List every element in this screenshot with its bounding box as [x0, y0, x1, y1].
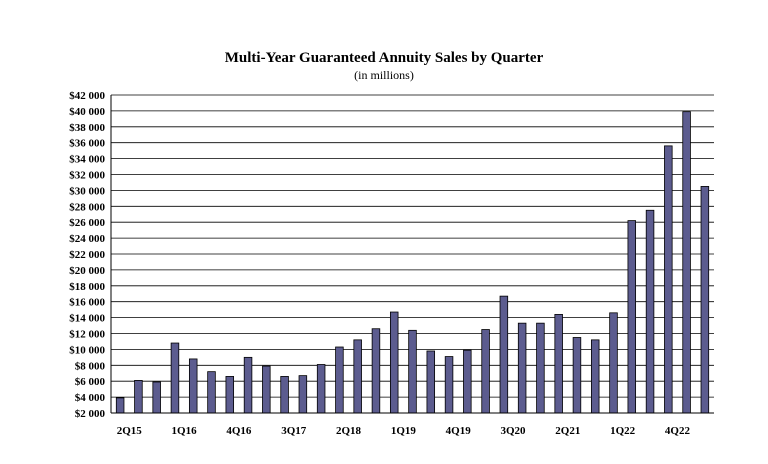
- y-tick-label: $24 000: [69, 233, 105, 245]
- bar-3Q17: [280, 376, 289, 414]
- y-tick-label: $14 000: [69, 313, 105, 325]
- bar-3Q15: [134, 380, 143, 414]
- x-tick-label: 4Q19: [446, 425, 472, 437]
- y-tick-label: $42 000: [69, 90, 105, 102]
- x-tick-label: 2Q18: [336, 425, 362, 437]
- bar-2Q19: [408, 329, 417, 414]
- x-tick-label: 2Q21: [555, 425, 580, 437]
- x-tick-label: 1Q16: [172, 425, 198, 437]
- bar-3Q21: [572, 337, 582, 414]
- bar-2Q20: [481, 329, 490, 414]
- bar-3Q20: [499, 295, 509, 414]
- bars: [115, 111, 710, 414]
- y-tick-label: $40 000: [69, 106, 105, 118]
- bar-3Q16: [207, 371, 216, 414]
- bar-4Q22: [664, 145, 673, 414]
- x-tick-label: 1Q19: [391, 425, 417, 437]
- x-tick-label: 4Q22: [665, 425, 691, 437]
- x-tick-label: 1Q22: [610, 425, 636, 437]
- bar-1Q19: [389, 311, 399, 414]
- y-tick-label: $18 000: [69, 281, 105, 293]
- bar-3Q22: [645, 209, 655, 414]
- bar-1Q17: [243, 356, 253, 414]
- bar-2Q16: [188, 358, 198, 414]
- y-tick-label: $10 000: [69, 344, 105, 356]
- y-tick-label: $16 000: [69, 297, 105, 309]
- bar-2Q18: [335, 346, 344, 414]
- y-tick-label: $22 000: [69, 249, 105, 261]
- bar-4Q15: [152, 381, 161, 414]
- x-tick-label: 3Q20: [500, 425, 526, 437]
- y-tick-label: $20 000: [69, 265, 105, 277]
- bar-3Q18: [353, 339, 362, 414]
- x-tick-label: 3Q17: [281, 425, 307, 437]
- bar-4Q18: [371, 328, 381, 414]
- y-tick-label: $2 000: [75, 408, 106, 420]
- bar-4Q19: [444, 356, 454, 414]
- y-tick-label: $30 000: [69, 185, 105, 197]
- bar-4Q21: [590, 339, 600, 414]
- y-tick-label: $28 000: [69, 201, 105, 213]
- bar-1Q18: [316, 364, 326, 414]
- y-tick-label: $4 000: [75, 392, 106, 404]
- bar-1Q21: [536, 322, 545, 414]
- bar-1Q23: [682, 111, 691, 414]
- y-tick-label: $38 000: [69, 122, 105, 134]
- bar-1Q22: [609, 312, 618, 414]
- chart-subtitle: (in millions): [354, 68, 414, 82]
- y-tick-label: $34 000: [69, 154, 105, 166]
- bar-3Q19: [426, 350, 436, 414]
- bar-1Q20: [463, 349, 472, 414]
- y-tick-label: $6 000: [75, 376, 106, 388]
- bar-4Q20: [517, 322, 527, 414]
- bar-2Q17: [262, 365, 271, 414]
- y-tick-label: $36 000: [69, 138, 105, 150]
- y-tick-label: $8 000: [75, 360, 106, 372]
- bar-2Q15: [115, 397, 125, 414]
- bar-4Q17: [298, 375, 308, 414]
- x-axis: 2Q15 1Q16 4Q16 3Q17 2Q18 1Q19 4Q19 3Q20 2Q21 1Q22…: [111, 412, 714, 437]
- y-axis: $2 000 $4 000 $6 000 $8 000 $10 000 $12 000 $1…: [69, 90, 112, 420]
- bar-2Q21: [554, 314, 563, 414]
- x-tick-label: 4Q16: [226, 425, 252, 437]
- bar-2Q22: [627, 220, 637, 414]
- y-tick-label: $32 000: [69, 170, 105, 182]
- bar-4Q16: [225, 376, 235, 414]
- bar-1Q16: [170, 342, 180, 414]
- y-tick-label: $26 000: [69, 217, 105, 229]
- y-tick-label: $12 000: [69, 329, 105, 341]
- chart-title: Multi-Year Guaranteed Annuity Sales by Q…: [224, 50, 544, 66]
- x-tick-label: 2Q15: [117, 425, 143, 437]
- bar-2Q23: [700, 186, 710, 414]
